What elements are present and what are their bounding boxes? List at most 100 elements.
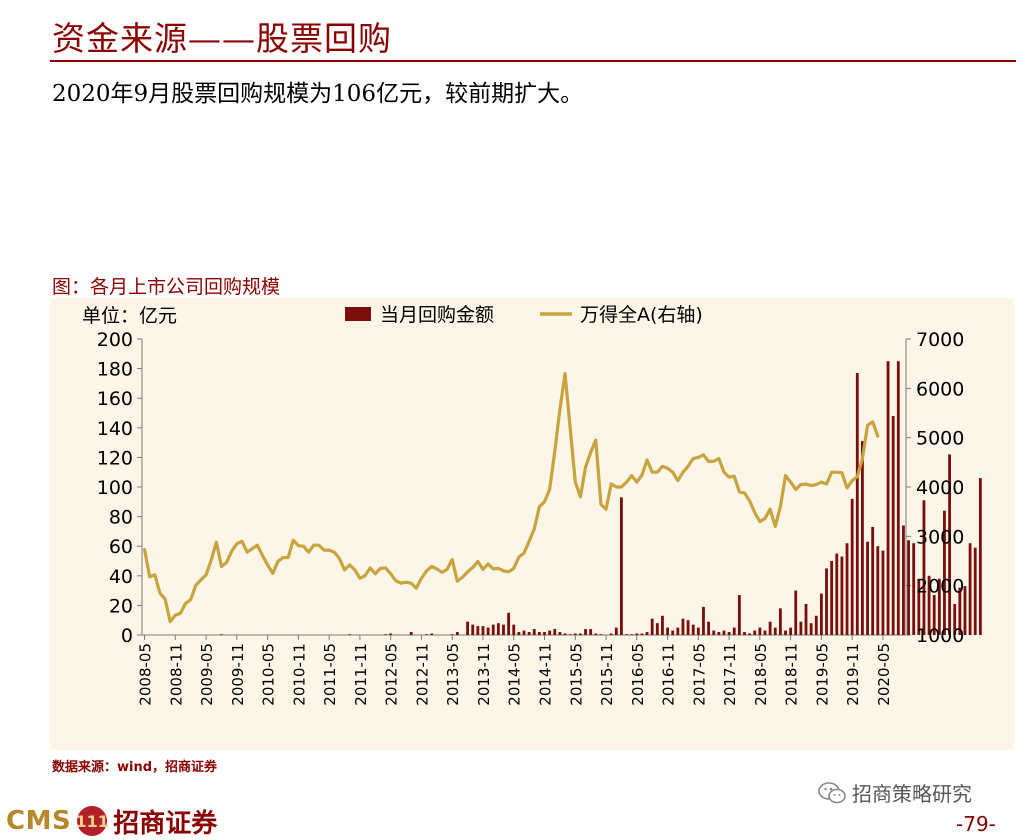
bar: [512, 624, 516, 635]
bar: [927, 575, 931, 635]
right-tick-label: 6000: [916, 378, 964, 400]
line-series: [142, 371, 880, 624]
bar: [686, 620, 690, 635]
right-tick-label: 4000: [916, 477, 964, 499]
bar: [835, 553, 839, 635]
bar: [589, 629, 593, 635]
left-tick-label: 120: [97, 447, 133, 469]
bar: [850, 498, 854, 635]
x-tick-label: 2017-05: [690, 643, 708, 706]
x-tick-label: 2008-05: [137, 643, 155, 706]
bar: [707, 621, 710, 635]
bar: [907, 540, 910, 635]
bar: [409, 632, 413, 635]
wechat-badge: 招商策略研究: [818, 778, 972, 807]
x-tick-label: 2014-11: [537, 643, 555, 706]
bar: [866, 541, 869, 635]
bar: [727, 632, 731, 635]
bar: [943, 510, 946, 635]
bar: [568, 634, 572, 635]
bar: [655, 623, 659, 635]
x-tick-label: 2010-11: [290, 643, 308, 706]
axis-labels: 0 20 40 60 80 100 120 140 160 180 200 1000 2000 3000 4…: [82, 305, 964, 706]
cms-emblem-icon: 111: [75, 806, 109, 836]
bar: [455, 632, 459, 635]
page-title: 资金来源——股票回购: [52, 19, 392, 58]
bar: [722, 630, 726, 635]
bar: [712, 630, 716, 635]
bar: [922, 500, 926, 635]
left-tick-label: 0: [121, 625, 133, 647]
bar: [543, 632, 546, 635]
bar: [819, 593, 823, 635]
bar: [717, 632, 721, 635]
right-tick-label: 1000: [916, 625, 964, 647]
bar: [948, 454, 951, 635]
figure-label: 图：各月上市公司回购规模: [52, 276, 281, 298]
x-tick-label: 2009-05: [198, 643, 216, 706]
left-tick-label: 20: [109, 595, 133, 617]
x-tick-label: 2012-05: [383, 643, 401, 706]
bar: [645, 632, 649, 635]
x-tick-label: 2020-05: [875, 643, 893, 706]
bar: [937, 578, 941, 635]
x-tick-label: 2008-11: [167, 643, 185, 706]
x-tick-label: 2015-11: [598, 643, 616, 706]
left-tick-label: 40: [109, 566, 133, 588]
company-name: 招商证券: [113, 808, 218, 839]
bar: [773, 627, 777, 635]
bar: [507, 612, 511, 635]
x-tick-label: 2009-11: [229, 643, 247, 706]
bar: [425, 634, 428, 635]
bar: [635, 633, 639, 635]
x-tick-label: 2018-11: [783, 643, 801, 706]
bar: [784, 630, 787, 635]
x-tick-label: 2016-05: [629, 643, 647, 706]
bar: [527, 632, 531, 635]
page-number: -79-: [956, 812, 996, 836]
left-tick-label: 160: [97, 388, 133, 410]
bar: [732, 627, 736, 635]
bar: [881, 550, 885, 635]
bar: [594, 633, 598, 635]
unit-label: 单位：亿元: [82, 305, 177, 327]
right-tick-label: 2000: [916, 576, 964, 598]
right-tick-label: 3000: [916, 526, 964, 548]
page-subtitle: 2020年9月股票回购规模为106亿元，较前期扩大。: [52, 81, 584, 107]
left-tick-label: 180: [97, 359, 133, 381]
bar: [696, 627, 700, 635]
x-tick-label: 2011-11: [352, 643, 370, 706]
x-tick-label: 2017-11: [721, 643, 739, 706]
bar: [609, 633, 613, 635]
bar: [743, 632, 746, 635]
wechat-icon: [818, 781, 846, 803]
bar: [496, 623, 500, 635]
bar: [661, 615, 664, 635]
x-tick-label: 2011-05: [321, 643, 339, 706]
bar: [963, 586, 967, 635]
bar: [430, 633, 434, 635]
bar: [573, 633, 577, 635]
bar: [614, 627, 618, 635]
x-tick-label: 2013-05: [444, 643, 462, 706]
bar: [968, 543, 972, 635]
bar: [532, 629, 536, 635]
chart-legend: 当月回购金额 万得全A(右轴): [345, 304, 703, 326]
cms-wordmark: CMS: [6, 806, 72, 836]
bar: [650, 618, 654, 635]
bar: [553, 629, 557, 635]
bar: [471, 624, 475, 635]
source-note: 数据来源：wind，招商证券: [52, 760, 218, 775]
bar: [630, 634, 634, 635]
x-tick-label: 2016-11: [660, 643, 678, 706]
index-line: [142, 371, 880, 624]
bar: [794, 590, 798, 635]
x-tick-label: 2010-05: [260, 643, 278, 706]
bar: [681, 618, 685, 635]
bar: [671, 630, 675, 635]
bar: [584, 629, 587, 635]
bar: [912, 543, 916, 635]
bar: [450, 634, 454, 635]
wechat-account-name: 招商策略研究: [852, 782, 972, 806]
bar: [896, 361, 900, 635]
